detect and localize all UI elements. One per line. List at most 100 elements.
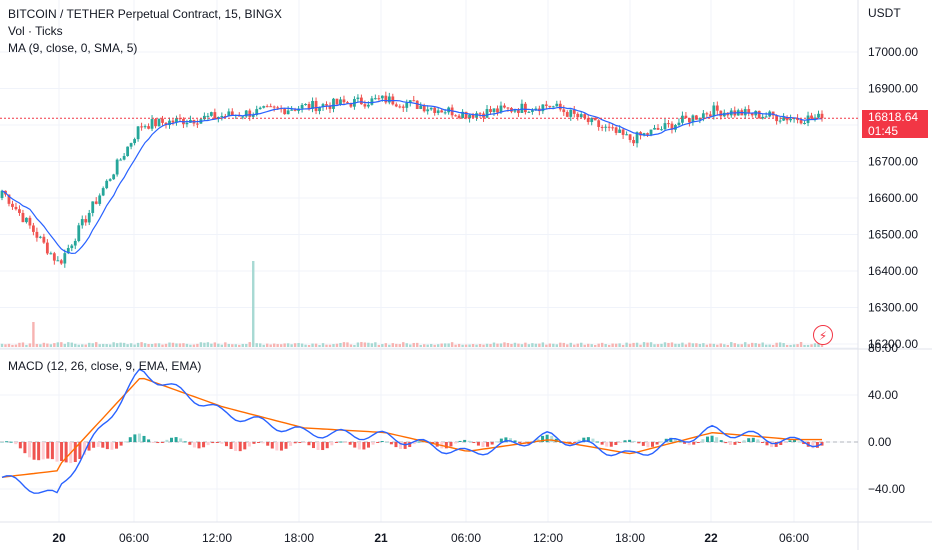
candle-body xyxy=(677,122,681,126)
volume-bar xyxy=(429,344,433,347)
macd-histogram-bar xyxy=(760,442,764,443)
volume-bar xyxy=(213,342,217,347)
macd-histogram-bar xyxy=(770,442,774,448)
volume-bar xyxy=(286,343,290,347)
price-tick-label: 16600.00 xyxy=(868,191,918,205)
volume-bar xyxy=(395,343,398,347)
candle-body xyxy=(782,117,786,121)
candle-body xyxy=(422,105,426,112)
candle-body xyxy=(405,102,409,108)
macd-histogram-bar xyxy=(330,442,334,446)
volume-bar xyxy=(276,344,279,347)
macd-histogram-bar xyxy=(793,439,797,442)
volume-bar xyxy=(39,344,42,347)
macd-histogram-bar xyxy=(811,442,815,449)
volume-bar xyxy=(105,344,108,347)
macd-histogram-bar xyxy=(293,442,297,444)
volume-bar xyxy=(423,344,426,347)
volume-bar xyxy=(548,343,552,347)
volume-bar xyxy=(688,342,691,347)
candle-body xyxy=(530,110,534,112)
macd-histogram-bar xyxy=(715,437,719,442)
volume-bar xyxy=(14,344,18,347)
candle-body xyxy=(73,240,77,246)
macd-histogram-bar xyxy=(458,440,462,442)
volume-bar xyxy=(499,343,503,347)
candle-body xyxy=(471,114,475,118)
candle-body xyxy=(527,111,531,113)
ma-legend[interactable]: MA (9, close, 0, SMA, 5) xyxy=(8,41,138,55)
volume-bar xyxy=(168,342,171,347)
macd-signal-line xyxy=(1,377,822,478)
candle-body xyxy=(562,109,566,113)
volume-bar xyxy=(454,344,457,347)
volume-bar xyxy=(471,344,475,347)
macd-histogram-bar xyxy=(472,442,476,444)
candle-body xyxy=(0,190,4,198)
macd-histogram-bar xyxy=(747,438,751,442)
volume-bar xyxy=(381,344,384,347)
macd-histogram-bar xyxy=(756,439,760,442)
volume-bar xyxy=(593,344,597,347)
candle-body xyxy=(544,104,548,106)
volume-bar xyxy=(262,344,265,347)
volume-bar xyxy=(803,344,806,347)
macd-histogram-bar xyxy=(545,434,549,442)
volume-bar xyxy=(143,343,147,347)
macd-histogram-bar xyxy=(728,442,732,445)
price-tick-label: 16500.00 xyxy=(868,228,918,242)
volume-bar xyxy=(552,343,555,347)
candle-body xyxy=(412,100,416,102)
macd-histogram-bar xyxy=(325,442,329,449)
volume-bar xyxy=(660,343,663,347)
candle-body xyxy=(799,120,803,124)
macd-histogram-bar xyxy=(366,442,370,448)
macd-histogram-bar xyxy=(92,442,96,448)
candle-body xyxy=(810,115,813,119)
macd-histogram-bar xyxy=(64,442,68,463)
candle-body xyxy=(314,100,318,112)
macd-histogram-bar xyxy=(151,442,155,443)
macd-histogram-bar xyxy=(50,442,54,460)
macd-histogram-bar xyxy=(449,442,453,447)
candle-body xyxy=(803,123,806,125)
macd-tick-label: 0.00 xyxy=(868,435,892,449)
volume-bar xyxy=(810,344,813,347)
candle-body xyxy=(394,104,398,107)
macd-histogram-bar xyxy=(724,442,728,444)
candle-body xyxy=(646,133,649,135)
volume-bar xyxy=(705,344,709,347)
macd-histogram-bar xyxy=(738,442,742,443)
macd-tick-label: 40.00 xyxy=(868,388,898,402)
candle-body xyxy=(311,100,314,109)
candle-body xyxy=(175,118,178,123)
candle-body xyxy=(157,118,161,127)
volume-bar xyxy=(95,342,98,347)
volume-bar xyxy=(171,342,175,347)
macd-legend[interactable]: MACD (12, 26, close, 9, EMA, EMA) xyxy=(8,359,202,373)
candle-body xyxy=(168,120,171,126)
volume-bar xyxy=(318,344,321,347)
candle-body xyxy=(321,104,325,107)
lightning-bolt-icon[interactable]: ⚡︎ xyxy=(813,325,833,345)
macd-histogram-bar xyxy=(78,442,82,460)
volume-legend[interactable]: Vol · Ticks xyxy=(8,24,63,38)
volume-bar xyxy=(11,344,14,347)
volume-bar xyxy=(778,342,782,347)
macd-histogram-bar xyxy=(119,442,123,446)
macd-histogram-bar xyxy=(692,442,696,445)
macd-histogram-bar xyxy=(719,440,723,442)
macd-histogram-bar xyxy=(165,439,169,442)
volume-bar xyxy=(587,343,590,347)
candle-body xyxy=(283,108,287,115)
volume-bar xyxy=(517,343,520,347)
candle-body xyxy=(429,107,433,110)
candle-body xyxy=(133,139,136,144)
symbol-title[interactable]: BITCOIN / TETHER Perpetual Contract, 15,… xyxy=(8,7,282,21)
time-tick-label: 21 xyxy=(374,531,388,545)
candle-body xyxy=(590,117,594,123)
volume-bar xyxy=(450,342,454,347)
volume-bar xyxy=(653,344,656,347)
macd-histogram-bar xyxy=(577,439,581,442)
